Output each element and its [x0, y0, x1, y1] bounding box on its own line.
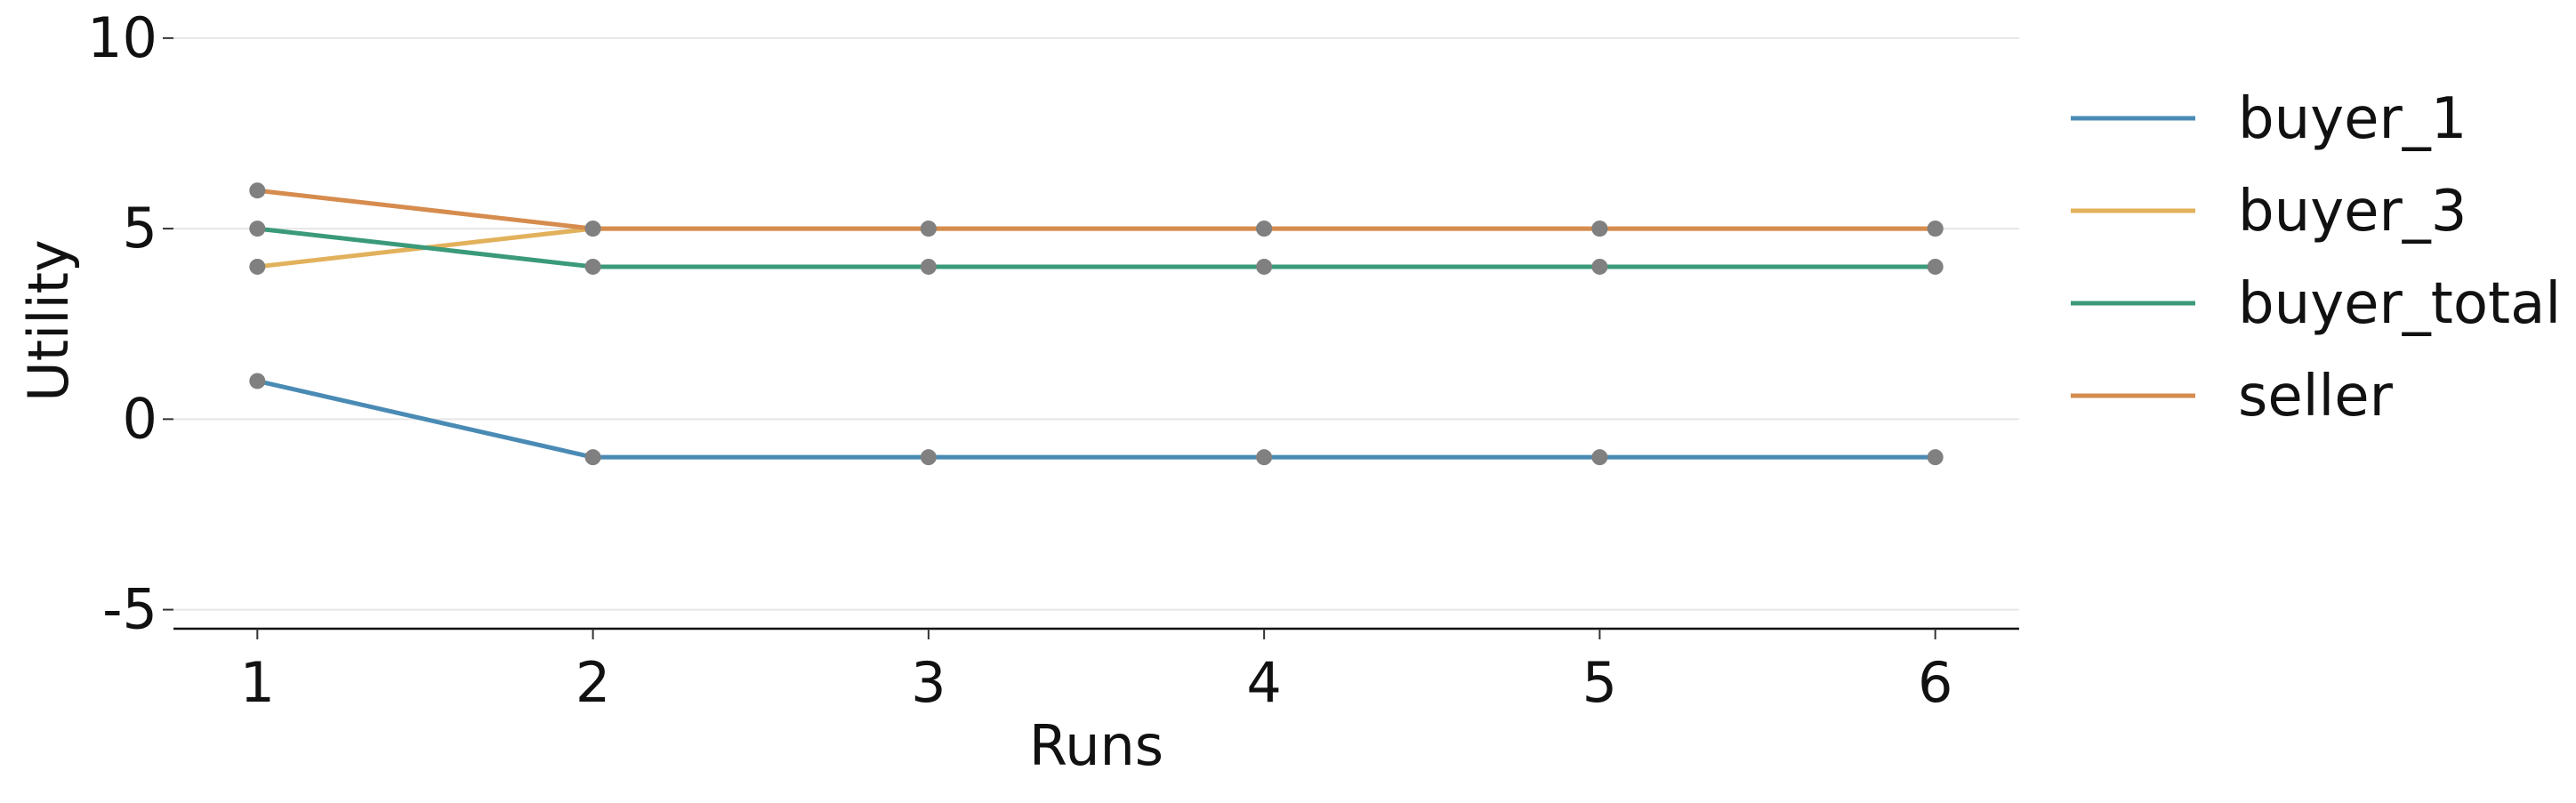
y-tick-label: 5: [123, 196, 157, 261]
axes: Runs Utility: [16, 239, 2019, 778]
data-point-seller: [249, 182, 266, 199]
series-line-buyer_3: [254, 226, 1938, 269]
x-axis-title: Runs: [1029, 713, 1163, 778]
data-point-seller: [1591, 221, 1608, 237]
data-point-buyer_1: [1256, 449, 1273, 466]
data-point-buyer_1: [920, 449, 937, 466]
legend-item-buyer_3: buyer_3: [2071, 179, 2467, 245]
data-point-buyer_total: [584, 258, 601, 275]
series-line-buyer_total: [254, 226, 1938, 269]
data-point-buyer_1: [584, 449, 601, 466]
y-tick-label: -5: [102, 577, 157, 642]
data-point-seller: [920, 221, 937, 237]
y-tick-label: 10: [87, 5, 157, 70]
x-tick-label: 3: [911, 650, 946, 715]
legend-item-seller: seller: [2071, 364, 2394, 430]
data-point-seller: [584, 221, 601, 237]
legend-label: buyer_3: [2238, 179, 2467, 245]
data-point-buyer_total: [1256, 258, 1273, 275]
data-point-buyer_1: [249, 373, 266, 389]
series-lines: [254, 188, 1938, 460]
data-point-buyer_total: [920, 258, 937, 275]
data-points: [249, 182, 1944, 466]
data-point-buyer_total: [249, 221, 266, 237]
x-tick-label: 6: [1918, 650, 1952, 715]
x-tick-label: 2: [576, 650, 610, 715]
ticks: -5 0 5 10 1 2 3 4 5 6: [87, 5, 1952, 715]
x-tick-label: 1: [240, 650, 275, 715]
legend-label: seller: [2238, 364, 2394, 430]
grid-lines: [173, 36, 2019, 611]
legend-label: buyer_total: [2238, 271, 2561, 337]
y-axis-title: Utility: [16, 239, 81, 401]
legend-item-buyer_1: buyer_1: [2071, 86, 2467, 152]
data-point-buyer_total: [1591, 258, 1608, 275]
data-point-buyer_1: [1591, 449, 1608, 466]
legend-item-buyer_total: buyer_total: [2071, 271, 2561, 337]
data-point-seller: [1927, 221, 1944, 237]
series-line-buyer_1: [254, 378, 1938, 460]
data-point-buyer_3: [249, 258, 266, 275]
series-line-seller: [254, 188, 1938, 231]
x-tick-label: 4: [1246, 650, 1281, 715]
data-point-seller: [1256, 221, 1273, 237]
legend-label: buyer_1: [2238, 86, 2467, 152]
data-point-buyer_1: [1927, 449, 1944, 466]
x-tick-label: 5: [1582, 650, 1617, 715]
data-point-buyer_total: [1927, 258, 1944, 275]
y-tick-label: 0: [123, 386, 157, 451]
